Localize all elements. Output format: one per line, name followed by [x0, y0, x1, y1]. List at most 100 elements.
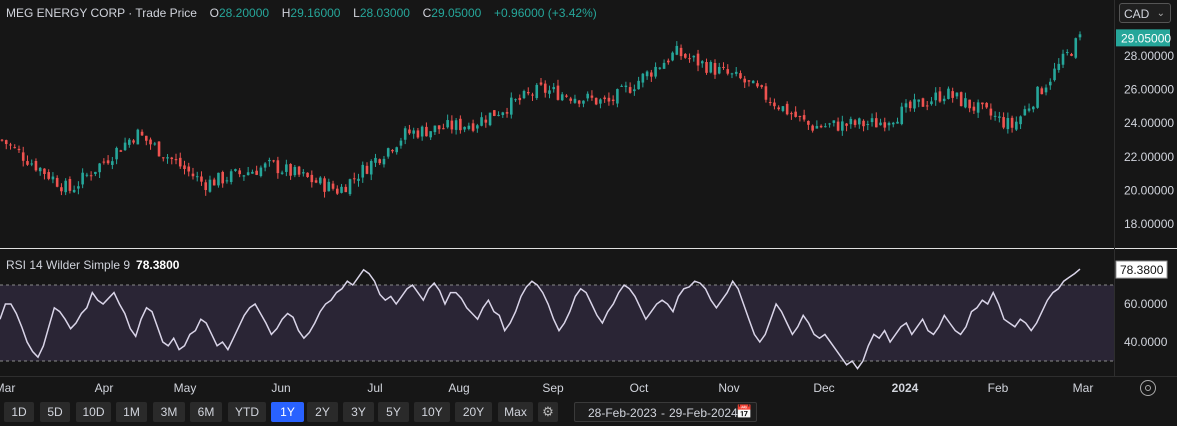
range-button-10d[interactable]: 10D	[76, 402, 111, 422]
open-label: O	[209, 6, 219, 20]
rsi-tick-label: 40.0000	[1124, 335, 1168, 349]
range-button-max[interactable]: Max	[498, 402, 533, 422]
candle-body	[85, 174, 89, 176]
candle-body	[611, 99, 615, 102]
candle-body	[1070, 53, 1073, 56]
candle-body	[518, 97, 522, 101]
range-button-1d[interactable]: 1D	[4, 402, 34, 422]
candle-body	[505, 112, 509, 114]
candle-body	[535, 84, 539, 99]
time-tick-label: Aug	[448, 381, 469, 395]
candle-body	[21, 152, 25, 161]
candle-body	[81, 172, 84, 185]
candle-body	[700, 61, 704, 64]
candle-body	[0, 139, 4, 141]
currency-select[interactable]: CAD ⌄	[1119, 3, 1171, 23]
time-tick-label: Sep	[542, 381, 564, 395]
candle-body	[807, 120, 810, 125]
candle-body	[391, 149, 394, 152]
candle-body	[573, 98, 577, 103]
candle-body	[675, 45, 679, 55]
candle-body	[637, 80, 640, 90]
range-button-3m[interactable]: 3M	[153, 402, 185, 422]
rsi-value: 78.3800	[136, 258, 180, 272]
candle-body	[34, 160, 38, 171]
candle-body	[497, 114, 500, 116]
candle-body	[340, 186, 343, 193]
candle-body	[1023, 109, 1027, 116]
range-button-6m[interactable]: 6M	[190, 402, 222, 422]
rsi-value-badge	[1115, 260, 1168, 279]
candle-body	[934, 92, 938, 101]
candle-body	[577, 100, 581, 104]
candle-body	[123, 142, 127, 151]
candle-body	[514, 99, 517, 101]
candle-body	[874, 118, 878, 128]
candle-body	[106, 160, 110, 164]
range-button-3y[interactable]: 3Y	[343, 402, 374, 422]
date-range-picker[interactable]: 28-Feb-2023 - 29-Feb-2024 📅	[574, 402, 757, 422]
range-button-20y[interactable]: 20Y	[455, 402, 492, 422]
candle-body	[662, 62, 666, 69]
settings-icon[interactable]	[1140, 380, 1156, 396]
candle-body	[420, 126, 424, 137]
candle-body	[641, 73, 645, 83]
candle-body	[1048, 81, 1052, 86]
range-button-10y[interactable]: 10Y	[414, 402, 450, 422]
candle-body	[310, 174, 314, 183]
candle-body	[335, 188, 339, 194]
candle-body	[739, 73, 742, 79]
change-value: +0.96000 (+3.42%)	[494, 6, 597, 20]
candle-body	[204, 182, 208, 191]
candle-body	[870, 118, 874, 123]
candle-body	[361, 164, 365, 178]
range-button-5y[interactable]: 5Y	[378, 402, 409, 422]
candle-body	[509, 97, 513, 115]
candle-body	[887, 122, 891, 126]
candle-body	[306, 172, 309, 178]
candle-body	[221, 172, 224, 184]
candle-body	[832, 120, 836, 123]
candle-body	[985, 102, 988, 108]
candle-body	[603, 97, 606, 100]
candle-body	[942, 98, 946, 102]
candle-body	[234, 169, 237, 171]
candle-body	[853, 120, 857, 125]
range-button-1m[interactable]: 1M	[116, 402, 147, 422]
gear-icon[interactable]: ⚙	[538, 402, 558, 422]
candle-body	[272, 160, 275, 162]
candle-body	[526, 92, 530, 94]
candle-body	[471, 123, 475, 131]
last-price-badge	[1116, 29, 1170, 47]
candle-body	[607, 97, 611, 102]
candle-body	[845, 123, 848, 126]
candle-body	[539, 82, 543, 85]
candle-body	[815, 126, 819, 129]
open-value: 28.20000	[219, 6, 270, 20]
candle-body	[30, 163, 34, 165]
candle-body	[1006, 118, 1010, 130]
range-button-1y[interactable]: 1Y	[271, 402, 304, 422]
candle-body	[925, 105, 929, 107]
candle-body	[140, 131, 144, 136]
candle-body	[645, 71, 649, 77]
candle-body	[891, 122, 895, 125]
candle-body	[259, 167, 263, 177]
candle-body	[437, 125, 441, 130]
candle-body	[327, 181, 331, 192]
range-button-ytd[interactable]: YTD	[228, 402, 266, 422]
candle-body	[68, 179, 72, 191]
candle-body	[280, 172, 284, 174]
price-tick-label: 20.00000	[1124, 183, 1174, 197]
candle-body	[302, 172, 305, 174]
calendar-icon[interactable]: 📅	[736, 404, 753, 419]
range-button-5d[interactable]: 5D	[40, 402, 70, 422]
candle-body	[556, 85, 560, 100]
candle-body	[552, 87, 556, 90]
range-button-2y[interactable]: 2Y	[307, 402, 338, 422]
rsi-legend: RSI 14 Wilder Simple 9 78.3800	[6, 258, 179, 272]
candle-body	[191, 173, 195, 177]
candle-body	[331, 183, 335, 189]
candle-body	[1057, 63, 1061, 70]
